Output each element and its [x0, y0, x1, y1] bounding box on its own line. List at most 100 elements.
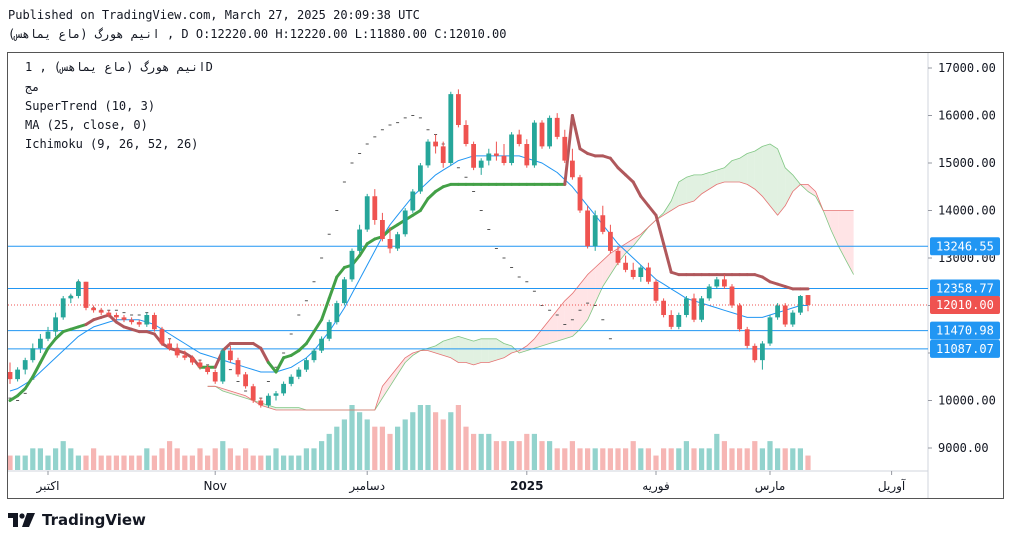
y-tick-label: 9000.00 — [938, 441, 989, 455]
candle-body — [152, 315, 157, 330]
candle-body — [478, 160, 484, 168]
ichimoku-cloud-segment — [283, 407, 292, 410]
volume-bar — [425, 405, 431, 470]
supertrend-segment — [418, 197, 430, 212]
candle-body — [304, 360, 309, 370]
lagging-span-dot — [373, 136, 377, 138]
volume-bar — [189, 455, 195, 470]
candle-body — [638, 267, 644, 277]
legend-ma[interactable]: MA (25, close, 0) — [25, 118, 148, 132]
candle-body — [129, 319, 134, 323]
candle-body — [646, 267, 651, 282]
supertrend-segment — [426, 190, 438, 201]
lagging-span-dot — [244, 390, 248, 392]
ichimoku-cloud-segment — [701, 172, 710, 194]
ichimoku-cloud-segment — [808, 184, 816, 197]
candle-body — [463, 125, 469, 144]
x-tick-label: آوریل — [878, 478, 906, 494]
lagging-span-dot — [578, 309, 582, 311]
volume-bar — [60, 441, 66, 470]
legend-symbol[interactable]: انیم هورگ (ماع یماهس) , 1D — [25, 60, 213, 74]
last-price-label-bg — [930, 296, 1000, 315]
legend-ichimoku[interactable]: Ichimoku (9, 26, 52, 26) — [25, 137, 199, 151]
supertrend-segment — [320, 296, 331, 322]
candle-body — [562, 136, 568, 161]
volume-bar — [30, 448, 36, 470]
ichimoku-cloud-segment — [397, 357, 406, 375]
candle-body — [494, 153, 499, 156]
ichimoku-cloud-segment — [732, 158, 740, 182]
supertrend-segment — [31, 361, 42, 379]
candle-body — [585, 210, 590, 247]
volume-bar — [387, 433, 393, 470]
candle-body — [623, 262, 628, 270]
volume-bar — [326, 433, 332, 470]
candle-body — [387, 239, 393, 249]
volume-bar — [539, 441, 545, 470]
candle-body — [76, 281, 81, 296]
volume-bar — [691, 448, 697, 470]
candle-body — [91, 307, 96, 311]
lagging-span-dot — [23, 392, 27, 394]
volume-bar — [630, 441, 636, 470]
volume-bar — [68, 448, 74, 470]
ichimoku-cloud-segment — [542, 319, 550, 346]
candle-body — [661, 300, 666, 315]
volume-bar — [645, 448, 651, 470]
volume-bar — [121, 455, 127, 470]
ichimoku-cloud-segment — [549, 310, 558, 344]
candle-body — [653, 281, 659, 301]
volume-bar — [45, 455, 51, 470]
candle-body — [684, 298, 689, 315]
volume-bar — [569, 441, 575, 470]
supertrend-segment — [646, 204, 658, 217]
candle-body — [600, 215, 606, 232]
candle-body — [805, 295, 811, 306]
ichimoku-cloud-segment — [473, 338, 482, 365]
ichimoku-cloud-segment — [602, 253, 611, 287]
brand-name: TradingView — [42, 511, 146, 529]
volume-bar — [106, 455, 112, 470]
candle-body — [288, 376, 294, 384]
volume-bar — [759, 448, 765, 470]
legend-supertrend[interactable]: SuperTrend (10, 3) — [25, 99, 156, 113]
volume-bar — [729, 448, 735, 470]
supertrend-segment — [654, 213, 666, 246]
lagging-span-dot — [487, 229, 491, 230]
volume-bar — [744, 448, 750, 470]
candle-body — [722, 279, 727, 287]
ichimoku-cloud-segment — [382, 376, 390, 399]
lagging-span-dot — [570, 319, 574, 321]
lagging-span-dot — [479, 210, 483, 211]
candle-body — [342, 279, 347, 304]
candle-body — [418, 165, 423, 192]
x-tick-label: مارس — [755, 479, 786, 494]
candle-body — [357, 229, 362, 251]
ohlc-line: انیم هورگ (ماع یماهس) , D O:12220.00 H:1… — [8, 27, 507, 41]
candle-body — [395, 234, 400, 249]
candle-body — [266, 395, 271, 406]
volume-bar — [8, 455, 13, 470]
candle-body — [714, 279, 720, 287]
supertrend-segment — [563, 114, 574, 186]
candle-body — [402, 210, 408, 235]
ichimoku-cloud-segment — [686, 174, 694, 204]
volume-bar — [661, 448, 667, 470]
supertrend-segment — [570, 114, 582, 151]
volume-bar — [531, 433, 537, 470]
level-price-label-bg — [930, 279, 1000, 298]
lagging-span-dot — [266, 381, 270, 382]
brand-logo[interactable]: TradingView — [8, 511, 146, 529]
lagging-span-dot — [396, 122, 400, 124]
x-tick-label: اکتبر — [36, 479, 60, 494]
volume-bar — [53, 448, 59, 470]
ichimoku-cloud-segment — [534, 329, 542, 349]
y-tick-label: 16000.00 — [938, 109, 996, 123]
candle-body — [326, 322, 332, 339]
candle-body — [798, 296, 803, 313]
candle-body — [98, 310, 104, 313]
x-tick-label: فوریه — [642, 479, 670, 494]
price-chart[interactable]: 17000.0016000.0015000.0014000.0013000.00… — [8, 53, 1003, 498]
supertrend-segment — [266, 361, 278, 374]
volume-bar — [212, 448, 218, 470]
